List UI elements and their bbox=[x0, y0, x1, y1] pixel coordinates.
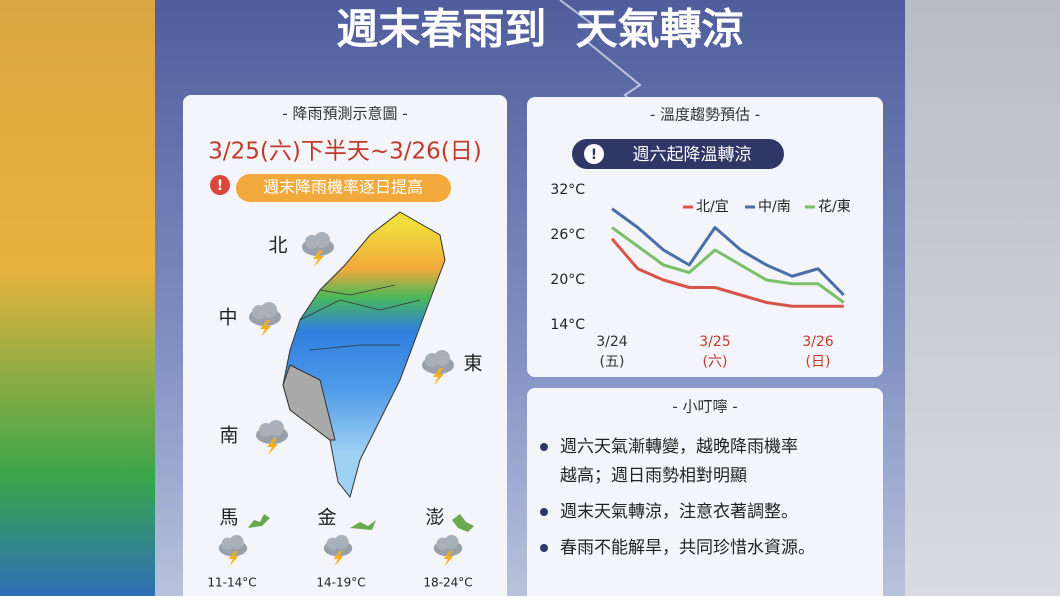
x-tick-label: 3/24 bbox=[596, 334, 628, 350]
island-temp: 11-14°C bbox=[207, 576, 256, 590]
info-icon bbox=[584, 144, 604, 164]
y-tick-label: 20°C bbox=[550, 272, 585, 288]
alert-pill bbox=[236, 174, 451, 202]
side-blur bbox=[0, 0, 155, 596]
island-shapes bbox=[248, 514, 474, 532]
y-tick-label: 26°C bbox=[550, 227, 585, 243]
no-rain-area bbox=[282, 364, 336, 441]
x-tick-label: 3/25 bbox=[699, 334, 730, 350]
period: 3/25(六)下半天~3/26(日) bbox=[208, 139, 481, 165]
county-borders bbox=[299, 284, 421, 351]
alert: 週末降雨機率逐日提高 bbox=[263, 178, 423, 197]
tip-text: 週六天氣漸轉變，越晚降雨機率 bbox=[560, 437, 798, 457]
title: 週末春雨到 天氣轉涼 bbox=[336, 5, 743, 54]
legend-label: 中/南 bbox=[758, 199, 791, 215]
y-tick-label: 32°C bbox=[550, 182, 585, 198]
chart-subtitle: 週六起降溫轉涼 bbox=[633, 145, 752, 165]
x-tick-sublabel: (日) bbox=[806, 354, 831, 370]
side-blur bbox=[905, 0, 1060, 596]
island-temp: 14-19°C bbox=[316, 576, 365, 590]
card-header: - 小叮嚀 - bbox=[672, 398, 737, 416]
region-label: 東 bbox=[463, 353, 482, 375]
bullet bbox=[540, 508, 548, 516]
temperature-line bbox=[611, 207, 845, 297]
temperature-line bbox=[610, 237, 844, 308]
island-temp: 18-24°C bbox=[423, 576, 472, 590]
x-tick-sublabel: (五) bbox=[600, 354, 625, 370]
region-label: 南 bbox=[219, 425, 238, 447]
alert-icon-text: ! bbox=[217, 178, 223, 194]
island-name: 金 bbox=[317, 507, 336, 529]
info-icon-text: ! bbox=[591, 147, 597, 163]
island-name: 澎 bbox=[425, 507, 444, 529]
tips-card bbox=[527, 388, 883, 600]
legend-label: 花/東 bbox=[818, 199, 851, 215]
tip-text: 週末天氣轉涼，注意衣著調整。 bbox=[560, 502, 798, 522]
region-label: 北 bbox=[268, 235, 287, 257]
card-header: - 降雨預測示意圖 - bbox=[282, 105, 407, 123]
y-tick-label: 14°C bbox=[550, 317, 585, 333]
alert-icon bbox=[210, 175, 230, 195]
tip-text: 春雨不能解旱，共同珍惜水資源。 bbox=[560, 538, 815, 558]
card-header: - 溫度趨勢預估 - bbox=[650, 106, 760, 124]
subtitle-pill bbox=[572, 139, 784, 169]
region-label: 中 bbox=[218, 307, 237, 329]
bullet bbox=[540, 544, 548, 552]
island-name: 馬 bbox=[219, 507, 238, 529]
legend-label: 北/宜 bbox=[696, 199, 729, 215]
x-tick-label: 3/26 bbox=[802, 334, 834, 350]
temperature-line bbox=[611, 226, 845, 304]
tip-text: 越高；週日雨勢相對明顯 bbox=[560, 466, 747, 486]
x-tick-sublabel: (六) bbox=[703, 354, 728, 370]
bullet bbox=[540, 443, 548, 451]
